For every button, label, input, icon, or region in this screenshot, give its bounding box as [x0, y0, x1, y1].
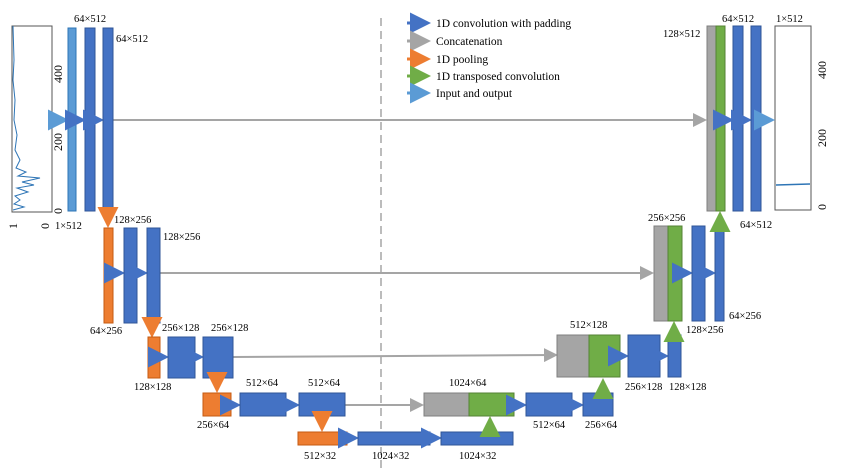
- dim-label: 512×32: [304, 451, 336, 462]
- conv-block: [202, 336, 234, 379]
- input-tick-200: 200: [51, 133, 65, 151]
- decoder-level-4: 1024×64 512×64 256×64: [423, 378, 618, 431]
- conv-block: [84, 27, 96, 212]
- conv-block: [732, 25, 744, 212]
- input-axis-end-1: 1: [6, 223, 20, 229]
- concat-block-gray: [556, 334, 590, 378]
- dim-label: 64×256: [90, 326, 122, 337]
- decoder-level-1: 128×512 64×512 1×512 64×512: [663, 14, 803, 231]
- encoder-level-1: 64×512 64×512 1×512: [48, 14, 148, 232]
- conv-block: [167, 336, 196, 379]
- dim-label: 256×128: [211, 323, 248, 334]
- input-tick-0: 0: [51, 208, 65, 214]
- concat-block-gray: [653, 225, 669, 322]
- output-tick-400: 400: [815, 61, 829, 79]
- dim-label: 128×128: [134, 382, 171, 393]
- dim-label: 512×128: [570, 320, 607, 331]
- concat-block-green: [588, 334, 621, 378]
- conv-block: [582, 392, 614, 417]
- decoder-level-2: 256×256 128×256 64×256: [648, 211, 761, 336]
- conv-block: [691, 225, 706, 322]
- dim-label: 256×64: [197, 420, 230, 431]
- dim-label: 1024×32: [459, 451, 496, 462]
- input-signal-plot: 400 200 0 1 0: [6, 25, 65, 229]
- encoder-level-2: 128×256 128×256 64×256: [90, 215, 200, 338]
- pool-block: [147, 336, 161, 379]
- concat-block-green: [667, 225, 683, 322]
- dim-label: 128×128: [669, 382, 706, 393]
- legend-transposed-label: 1D transposed convolution: [436, 71, 560, 83]
- output-signal-plot: 400 200 0: [774, 25, 829, 211]
- bottleneck: 512×32 1024×32 1024×32: [297, 416, 514, 462]
- pool-block: [202, 392, 232, 417]
- dim-label: 128×256: [163, 232, 200, 243]
- dim-label: 1×512: [55, 221, 82, 232]
- legend: 1D convolution with padding Concatenatio…: [407, 12, 571, 104]
- conv-block: [714, 225, 725, 322]
- concat-block-green: [468, 392, 515, 417]
- dim-label: 256×128: [625, 382, 662, 393]
- pool-block: [103, 227, 114, 324]
- conv-block: [440, 431, 514, 446]
- conv-block: [750, 25, 762, 212]
- concat-block-green: [715, 25, 726, 212]
- encoder-level-3: 256×128 256×128 128×128: [134, 323, 248, 393]
- legend-concat-label: Concatenation: [436, 36, 503, 48]
- dim-label: 256×64: [585, 420, 618, 431]
- input-signal-trace: [12, 25, 41, 211]
- output-signal-trace: [775, 183, 811, 186]
- dim-label: 64×512: [740, 220, 772, 231]
- input-tick-400: 400: [51, 65, 65, 83]
- dim-label: 256×128: [162, 323, 199, 334]
- dim-label: 512×64: [533, 420, 566, 431]
- dim-label: 128×512: [663, 29, 700, 40]
- dim-label: 1024×32: [372, 451, 409, 462]
- conv-block: [525, 392, 573, 417]
- decoder-level-3: 512×128 256×128 128×128: [556, 320, 706, 393]
- concat-block-gray: [706, 25, 717, 212]
- input-axis-end-0: 0: [38, 223, 52, 229]
- dim-label: 64×256: [729, 311, 761, 322]
- conv-block: [627, 334, 661, 378]
- dim-label: 256×256: [648, 213, 685, 224]
- conv-block: [239, 392, 287, 417]
- pool-block: [297, 431, 348, 446]
- conv-block: [667, 334, 682, 378]
- output-plot-frame: [774, 25, 812, 211]
- legend-io-label: Input and output: [436, 88, 513, 100]
- dim-label: 64×512: [116, 34, 148, 45]
- dim-label: 128×256: [114, 215, 151, 226]
- dim-label: 64×512: [74, 14, 106, 25]
- input-plot-frame: [11, 25, 53, 213]
- legend-conv-label: 1D convolution with padding: [436, 18, 571, 30]
- dim-label: 1×512: [776, 14, 803, 25]
- encoder-level-4: 512×64 512×64 256×64: [197, 378, 346, 432]
- conv-block: [146, 227, 161, 324]
- conv-block: [357, 431, 431, 446]
- conv-block: [298, 392, 346, 417]
- input-block: [67, 27, 77, 212]
- dim-label: 512×64: [246, 378, 279, 389]
- dim-label: 512×64: [308, 378, 341, 389]
- output-tick-0: 0: [815, 204, 829, 210]
- concat-block-gray: [423, 392, 470, 417]
- skip-level3: [232, 348, 558, 363]
- skip-connections: [113, 113, 707, 412]
- output-tick-200: 200: [815, 129, 829, 147]
- legend-pool-label: 1D pooling: [436, 54, 488, 66]
- conv-block: [102, 27, 114, 212]
- conv-block: [123, 227, 138, 324]
- dim-label: 128×256: [686, 325, 723, 336]
- dim-label: 1024×64: [449, 378, 487, 389]
- dim-label: 64×512: [722, 14, 754, 25]
